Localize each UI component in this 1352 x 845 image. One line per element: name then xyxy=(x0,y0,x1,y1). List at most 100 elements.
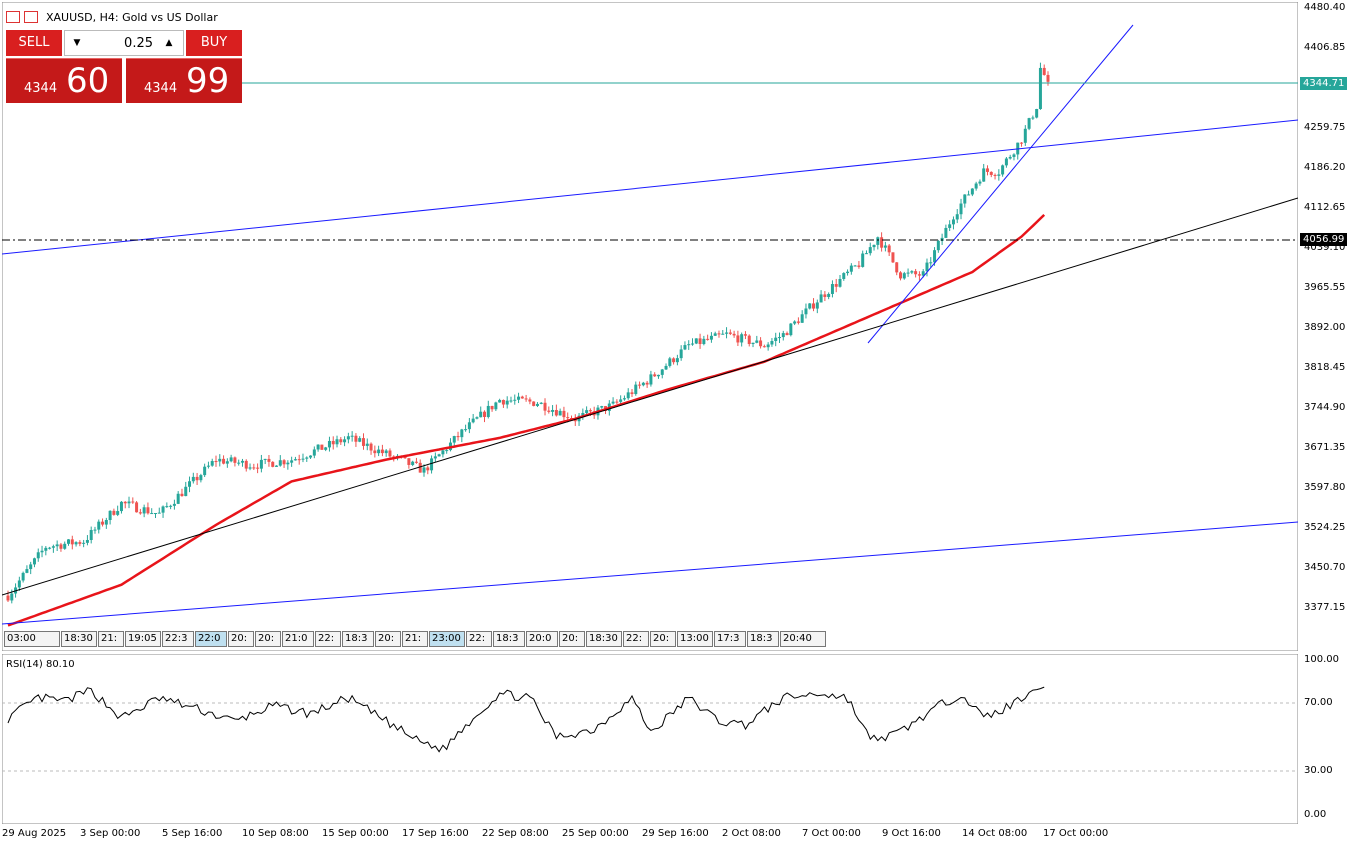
volume-field[interactable]: ▼ 0.25 ▲ xyxy=(64,30,184,56)
candle-body xyxy=(256,467,260,469)
candle-body xyxy=(857,265,861,267)
candle-body xyxy=(834,284,838,287)
scroll-strip-item[interactable]: 21:0 xyxy=(282,631,314,647)
candle-body xyxy=(554,409,558,416)
scroll-strip-item[interactable]: 22:3 xyxy=(162,631,194,647)
volume-value[interactable]: 0.25 xyxy=(124,36,153,51)
scroll-strip-item[interactable]: 20: xyxy=(559,631,585,647)
candle-body xyxy=(906,272,910,274)
scroll-strip-item[interactable]: 20: xyxy=(255,631,281,647)
candle-body xyxy=(407,458,411,465)
candle-body xyxy=(812,303,816,309)
candle-body xyxy=(150,513,154,515)
candle-body xyxy=(259,459,263,469)
candle-body xyxy=(339,439,343,443)
candle-body xyxy=(490,405,494,410)
candle-body xyxy=(955,214,959,220)
scroll-strip-item[interactable]: 22: xyxy=(466,631,492,647)
candle-body xyxy=(781,333,785,338)
candle-body xyxy=(959,203,963,215)
candle-body xyxy=(558,410,562,416)
candle-body xyxy=(611,401,615,404)
candle-body xyxy=(48,547,52,549)
scroll-strip-item[interactable]: 22: xyxy=(315,631,341,647)
scroll-strip-item[interactable]: 18:3 xyxy=(493,631,525,647)
candle-body xyxy=(445,450,449,452)
candle-body xyxy=(119,501,123,512)
candle-body xyxy=(293,459,297,461)
scroll-strip-item[interactable]: 20: xyxy=(375,631,401,647)
candle-body xyxy=(785,333,789,336)
one-click-trading-icon[interactable] xyxy=(6,11,20,23)
candle-body xyxy=(206,465,210,467)
sell-price-button[interactable]: 4344 60 xyxy=(6,58,122,103)
candle-body xyxy=(1031,117,1035,119)
candle-body xyxy=(373,450,377,454)
candle-body xyxy=(717,333,721,335)
time-axis-label: 25 Sep 00:00 xyxy=(562,828,629,839)
candle-body xyxy=(725,332,729,334)
scroll-strip-item[interactable]: 22: xyxy=(623,631,649,647)
candle-body xyxy=(218,458,222,462)
scroll-strip-item[interactable]: 23:00 xyxy=(429,631,465,647)
chart-title-bar: XAUUSD, H4: Gold vs US Dollar xyxy=(6,9,218,25)
time-axis-label: 22 Sep 08:00 xyxy=(482,828,549,839)
scroll-strip-item[interactable]: 17:3 xyxy=(714,631,746,647)
rsi-indicator-window[interactable] xyxy=(2,654,1298,824)
scroll-strip-item[interactable]: 20:40 xyxy=(780,631,826,647)
candle-body xyxy=(172,503,176,506)
candle-body xyxy=(191,476,195,482)
candle-body xyxy=(872,244,876,248)
candle-body xyxy=(278,460,282,466)
time-axis-label: 2 Oct 08:00 xyxy=(722,828,781,839)
scroll-strip-item[interactable]: 03:00 xyxy=(4,631,60,647)
time-axis-label: 29 Aug 2025 xyxy=(2,828,67,839)
candle-body xyxy=(944,227,948,238)
candle-body xyxy=(551,409,555,412)
price-axis-label: 3377.15 xyxy=(1304,602,1346,613)
buy-price-button[interactable]: 4344 99 xyxy=(126,58,242,103)
scroll-strip-item[interactable]: 20: xyxy=(228,631,254,647)
volume-increase-arrow-icon[interactable]: ▲ xyxy=(165,38,173,48)
candles-layer xyxy=(6,62,1050,604)
candle-body xyxy=(728,332,732,334)
depth-of-market-icon[interactable] xyxy=(24,11,38,23)
candle-body xyxy=(127,501,131,504)
volume-decrease-arrow-icon[interactable]: ▼ xyxy=(73,38,81,48)
scroll-strip-item[interactable]: 18:3 xyxy=(747,631,779,647)
scroll-strip-item[interactable]: 22:0 xyxy=(195,631,227,647)
price-axis-label: 4259.75 xyxy=(1304,122,1346,133)
candle-body xyxy=(70,539,74,545)
time-axis-label: 29 Sep 16:00 xyxy=(642,828,709,839)
candle-body xyxy=(762,346,766,348)
candle-body xyxy=(588,410,592,412)
scroll-strip-item[interactable]: 20: xyxy=(650,631,676,647)
scroll-strip-item[interactable]: 19:05 xyxy=(125,631,161,647)
candle-body xyxy=(335,439,339,445)
time-scroll-strip[interactable]: 03:00 18:30 21: 19:05 22:3 22:0 20: 20: 21:0 22: 1… xyxy=(4,631,826,647)
scroll-strip-item[interactable]: 21: xyxy=(402,631,428,647)
candle-body xyxy=(808,303,812,309)
price-axis-label: 3671.35 xyxy=(1304,442,1346,453)
price-axis-label: 3965.55 xyxy=(1304,282,1346,293)
scroll-strip-item[interactable]: 18:3 xyxy=(342,631,374,647)
candle-body xyxy=(203,466,207,476)
candle-body xyxy=(112,510,116,515)
candle-body xyxy=(925,262,929,272)
candle-body xyxy=(108,510,112,521)
price-axis-label: 3818.45 xyxy=(1304,362,1346,373)
price-chart[interactable] xyxy=(2,2,1298,651)
current-price-tag: 4344.71 xyxy=(1300,77,1348,90)
scroll-strip-item[interactable]: 18:30 xyxy=(61,631,97,647)
candle-body xyxy=(823,294,827,297)
scroll-strip-item[interactable]: 18:30 xyxy=(586,631,622,647)
scroll-strip-item[interactable]: 20:0 xyxy=(526,631,558,647)
candle-body xyxy=(543,402,547,411)
candle-body xyxy=(240,460,244,463)
sell-button[interactable]: SELL xyxy=(6,30,62,56)
buy-button[interactable]: BUY xyxy=(186,30,242,56)
scroll-strip-item[interactable]: 13:00 xyxy=(677,631,713,647)
candle-body xyxy=(464,429,468,431)
scroll-strip-item[interactable]: 21: xyxy=(98,631,124,647)
